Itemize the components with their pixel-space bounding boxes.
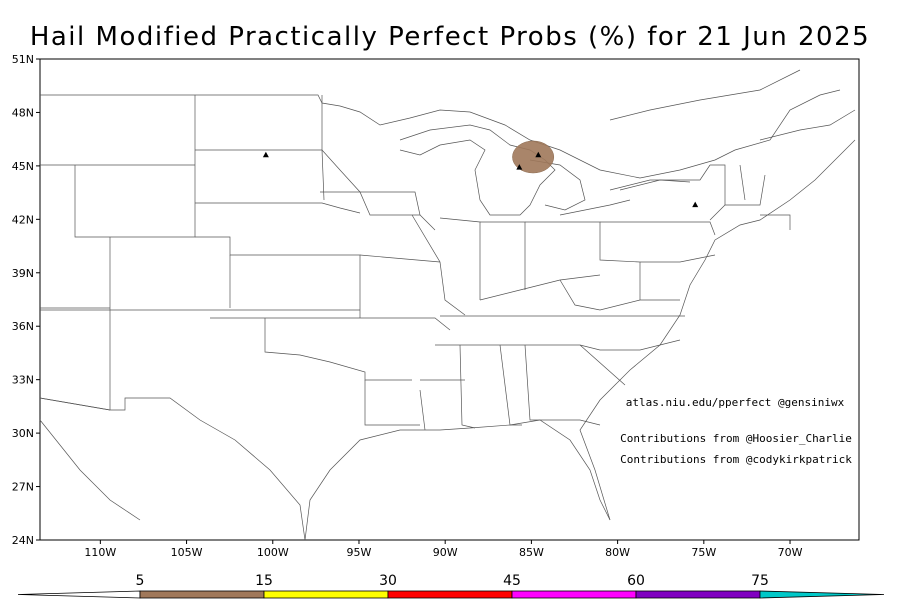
colorbar-label: 45	[503, 573, 521, 589]
lat-tick-label: 24N	[12, 534, 34, 547]
hail-report-marker	[516, 164, 523, 170]
map-frame	[39, 58, 860, 541]
lat-tick-label: 30N	[12, 427, 34, 440]
probability-contours	[512, 140, 555, 174]
lat-tick-label: 36N	[12, 320, 34, 333]
chart-title: Hail Modified Practically Perfect Probs …	[29, 22, 871, 52]
colorbar-segment	[139, 590, 265, 599]
colorbar: 5 15 30 45 60 75	[17, 573, 885, 599]
lat-tick-label: 33N	[12, 374, 34, 387]
lon-tick-label: 80W	[605, 546, 630, 559]
colorbar-high-extension	[759, 590, 885, 599]
colorbar-label: 15	[255, 573, 273, 589]
lon-tick-label: 100W	[257, 546, 289, 559]
colorbar-label: 75	[751, 573, 769, 589]
lon-tick-label: 95W	[347, 546, 372, 559]
lat-tick-label: 42N	[12, 213, 34, 226]
lat-tick-label: 51N	[12, 53, 34, 66]
colorbar-label: 5	[136, 573, 145, 589]
lon-tick-label: 70W	[778, 546, 803, 559]
longitude-axis: 110W 105W 100W 95W 90W 85W 80W 75W 70W	[84, 540, 803, 559]
credit-line-1: atlas.niu.edu/pperfect @gensiniwx	[626, 396, 845, 409]
hail-report-marker	[535, 151, 542, 158]
lat-tick-label: 45N	[12, 160, 34, 173]
hail-reports	[262, 151, 699, 208]
probability-contour	[512, 140, 555, 174]
colorbar-segment	[387, 590, 513, 599]
hail-report-marker	[692, 201, 699, 208]
latitude-axis: 51N 48N 45N 42N 39N 36N 33N 30N 27N 24N	[12, 53, 40, 547]
colorbar-low-extension	[17, 590, 141, 599]
colorbar-label: 30	[379, 573, 397, 589]
hail-report-marker	[262, 151, 269, 158]
colorbar-label: 60	[627, 573, 645, 589]
lon-tick-label: 105W	[171, 546, 203, 559]
lat-tick-label: 39N	[12, 267, 34, 280]
credit-line-3: Contributions from @codykirkpatrick	[620, 453, 852, 466]
lat-tick-label: 48N	[12, 106, 34, 119]
lon-tick-label: 75W	[691, 546, 716, 559]
credit-line-2: Contributions from @Hoosier_Charlie	[620, 432, 852, 445]
colorbar-segment	[263, 590, 389, 599]
lat-tick-label: 27N	[12, 481, 34, 494]
colorbar-segment	[635, 590, 761, 599]
state-borders	[39, 69, 856, 541]
lon-tick-label: 110W	[84, 546, 116, 559]
lon-tick-label: 85W	[519, 546, 544, 559]
lon-tick-label: 90W	[433, 546, 458, 559]
colorbar-segment	[511, 590, 637, 599]
